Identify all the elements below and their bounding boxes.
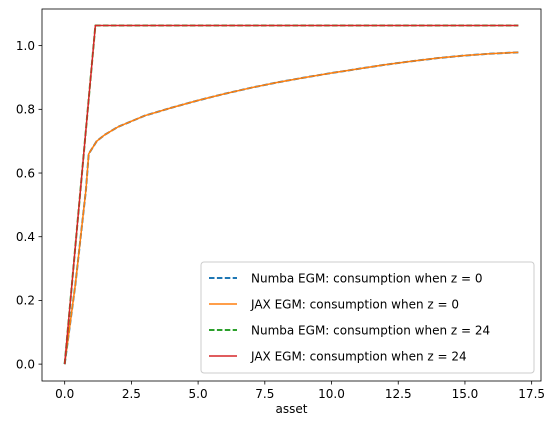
y-axis: 0.0 0.2 0.4 0.6 0.8 1.0 [16, 39, 42, 371]
x-axis: 0.0 2.5 5.0 7.5 10.0 12.5 15.0 17.5 [55, 381, 545, 401]
x-tick-label: 7.5 [255, 387, 274, 401]
x-tick-label: 17.5 [518, 387, 545, 401]
series-line-3 [63, 24, 519, 365]
x-tick-label: 0.0 [55, 387, 74, 401]
y-tick-label: 0.6 [16, 166, 35, 180]
x-axis-title: asset [276, 402, 308, 416]
series-layer [63, 24, 519, 365]
legend-entry-label: Numba EGM: consumption when z = 24 [251, 323, 490, 337]
legend-entry-label: JAX EGM: consumption when z = 24 [250, 349, 467, 363]
series-line-1 [63, 51, 519, 365]
x-tick-label: 15.0 [452, 387, 479, 401]
x-tick-label: 5.0 [189, 387, 208, 401]
x-tick-label: 10.0 [318, 387, 345, 401]
legend-entry-label: JAX EGM: consumption when z = 0 [250, 297, 459, 311]
legend-box [200, 261, 535, 374]
x-tick-label: 12.5 [385, 387, 412, 401]
x-tick-label: 2.5 [122, 387, 141, 401]
plot-frame [41, 8, 542, 382]
legend: Numba EGM: consumption when z = 0 JAX EGM… [200, 261, 535, 374]
y-tick-label: 0.8 [16, 103, 35, 117]
y-tick-label: 0.0 [16, 357, 35, 371]
y-tick-label: 0.4 [16, 230, 35, 244]
y-tick-label: 1.0 [16, 39, 35, 53]
y-tick-label: 0.2 [16, 294, 35, 308]
legend-entry-label: Numba EGM: consumption when z = 0 [251, 271, 483, 285]
